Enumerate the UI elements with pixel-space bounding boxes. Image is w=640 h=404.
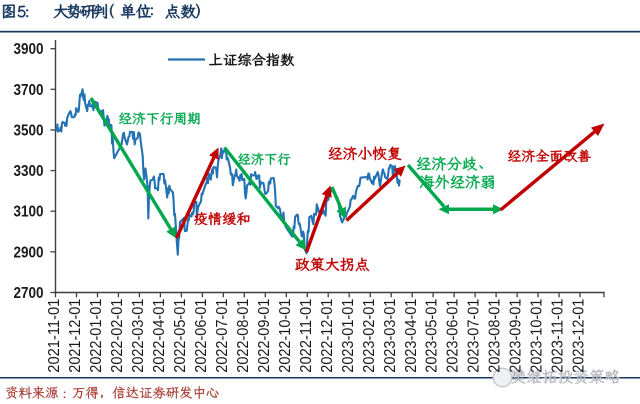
svg-text:3100: 3100 — [14, 204, 44, 221]
svg-text:2023-08-01: 2023-08-01 — [487, 299, 504, 373]
svg-text:2023-02-01: 2023-02-01 — [361, 299, 378, 373]
svg-text:2023-07-01: 2023-07-01 — [466, 299, 483, 373]
svg-text:2023-10-01: 2023-10-01 — [529, 299, 546, 373]
svg-text:2022-08-01: 2022-08-01 — [235, 299, 252, 373]
svg-text:2023-06-01: 2023-06-01 — [445, 299, 462, 373]
svg-text:2021-11-01: 2021-11-01 — [46, 299, 63, 373]
svg-text:2022-11-01: 2022-11-01 — [298, 299, 315, 373]
svg-text:3500: 3500 — [14, 123, 44, 140]
svg-text:2023-11-01: 2023-11-01 — [550, 299, 567, 373]
svg-text:2023-04-01: 2023-04-01 — [403, 299, 420, 373]
svg-text:2022-09-01: 2022-09-01 — [256, 299, 273, 373]
svg-text:2022-03-01: 2022-03-01 — [130, 299, 147, 373]
svg-text:2022-06-01: 2022-06-01 — [193, 299, 210, 373]
svg-text:2023-09-01: 2023-09-01 — [508, 299, 525, 373]
svg-text:2021-12-01: 2021-12-01 — [67, 299, 84, 373]
svg-text:2023-05-01: 2023-05-01 — [424, 299, 441, 373]
svg-text:2022-10-01: 2022-10-01 — [277, 299, 294, 373]
svg-text:2022-05-01: 2022-05-01 — [172, 299, 189, 373]
svg-text:2700: 2700 — [14, 285, 44, 302]
svg-text:2022-12-01: 2022-12-01 — [319, 299, 336, 373]
svg-text:2023-03-01: 2023-03-01 — [382, 299, 399, 373]
svg-text:2022-07-01: 2022-07-01 — [214, 299, 231, 373]
svg-text:2023-01-01: 2023-01-01 — [340, 299, 357, 373]
svg-text:3900: 3900 — [14, 41, 44, 58]
svg-text:2023-12-01: 2023-12-01 — [571, 299, 588, 373]
svg-text:3300: 3300 — [14, 163, 44, 180]
svg-text:2022-04-01: 2022-04-01 — [151, 299, 168, 373]
svg-text:2900: 2900 — [14, 244, 44, 261]
svg-text:2022-01-01: 2022-01-01 — [88, 299, 105, 373]
svg-text:2022-02-01: 2022-02-01 — [109, 299, 126, 373]
svg-text:3700: 3700 — [14, 82, 44, 99]
